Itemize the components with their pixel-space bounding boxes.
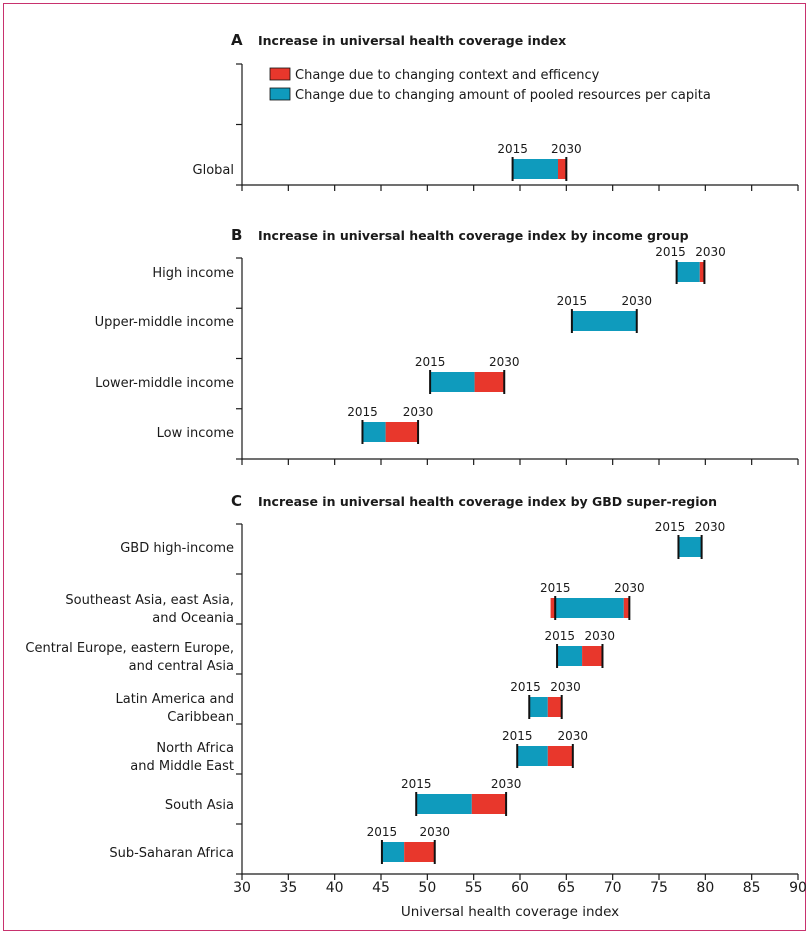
x-tick-label: 30 [233,880,251,896]
category-label: Global [193,163,234,178]
panel-letter-C: C [231,492,242,510]
x-tick-label: 45 [372,880,390,896]
bar-context [404,842,435,862]
bar-pooled [571,311,637,331]
x-tick-label: 40 [326,880,344,896]
legend-swatch [269,67,291,81]
x-tick-label: 35 [279,880,297,896]
bar-context-before [550,598,556,618]
x-tick-label: 60 [511,880,529,896]
year-label-end: 2030 [558,729,589,743]
bar-context [385,422,419,442]
bar-pooled [517,746,548,766]
year-label-start: 2015 [497,142,528,156]
category-label: Latin America and [115,692,234,707]
year-label-end: 2030 [491,777,522,791]
category-label: Low income [157,426,234,441]
year-label-start: 2015 [347,405,378,419]
bar-pooled [362,422,386,442]
year-label-start: 2015 [655,520,686,534]
bar-pooled [512,159,558,179]
year-label-end: 2030 [695,520,726,534]
x-tick-label: 55 [465,880,483,896]
year-label-start: 2015 [502,729,533,743]
bar-context [474,372,505,392]
category-label: and Oceania [152,611,234,626]
x-tick-label: 70 [604,880,622,896]
bar-context [699,262,705,282]
year-label-start: 2015 [401,777,432,791]
bar-pooled [557,646,583,666]
x-tick-label: 85 [743,880,761,896]
year-label-end: 2030 [621,294,652,308]
year-label-start: 2015 [367,825,398,839]
panel-title-A: Increase in universal health coverage in… [258,33,566,48]
legend-label: Change due to changing amount of pooled … [295,88,711,103]
x-axis-label: Universal health coverage index [401,904,619,920]
bar-context [471,794,507,814]
category-label: and Middle East [130,759,234,774]
bar-pooled [678,537,702,557]
bar-context [557,159,567,179]
category-label: Central Europe, eastern Europe, [25,641,234,656]
year-label-end: 2030 [489,355,520,369]
year-label-start: 2015 [557,294,588,308]
year-label-start: 2015 [655,245,686,259]
category-label: GBD high-income [120,541,234,556]
bar-context [547,697,562,717]
panel-letter-A: A [231,31,243,49]
x-tick-label: 90 [789,880,807,896]
category-label: Sub-Saharan Africa [109,846,234,861]
category-label: South Asia [165,798,234,813]
category-label: Upper-middle income [95,315,234,330]
year-label-start: 2015 [540,581,571,595]
figure: A Increase in universal health coverage i… [3,3,807,931]
bar-pooled [430,372,475,392]
legend-label: Change due to changing context and effic… [295,68,600,83]
year-label-start: 2015 [544,629,575,643]
bar-pooled [676,262,700,282]
year-label-end: 2030 [419,825,450,839]
year-label-end: 2030 [551,142,582,156]
bar-pooled [555,598,624,618]
year-label-end: 2030 [403,405,434,419]
category-label: and central Asia [129,659,234,674]
bar-pooled [381,842,405,862]
x-tick-label: 80 [696,880,714,896]
x-tick-label: 75 [650,880,668,896]
year-label-end: 2030 [614,581,645,595]
category-label: Southeast Asia, east Asia, [65,593,234,608]
year-label-end: 2030 [584,629,615,643]
bar-context [623,598,630,618]
panel-title-B: Increase in universal health coverage in… [258,228,689,243]
category-label: High income [152,266,234,281]
year-label-end: 2030 [550,680,581,694]
category-label: North Africa [156,741,234,756]
bar-pooled [529,697,548,717]
legend-swatch [269,87,291,101]
x-tick-label: 50 [418,880,436,896]
panel-letter-B: B [231,226,242,244]
bar-context [582,646,603,666]
x-tick-label: 65 [557,880,575,896]
chart-svg: A Increase in universal health coverage i… [25,31,807,920]
category-label: Caribbean [167,710,234,725]
year-label-start: 2015 [415,355,446,369]
year-label-start: 2015 [510,680,541,694]
panel-title-C: Increase in universal health coverage in… [258,494,717,509]
bar-context [547,746,573,766]
year-label-end: 2030 [695,245,726,259]
category-label: Lower-middle income [95,376,234,391]
bar-pooled [416,794,472,814]
